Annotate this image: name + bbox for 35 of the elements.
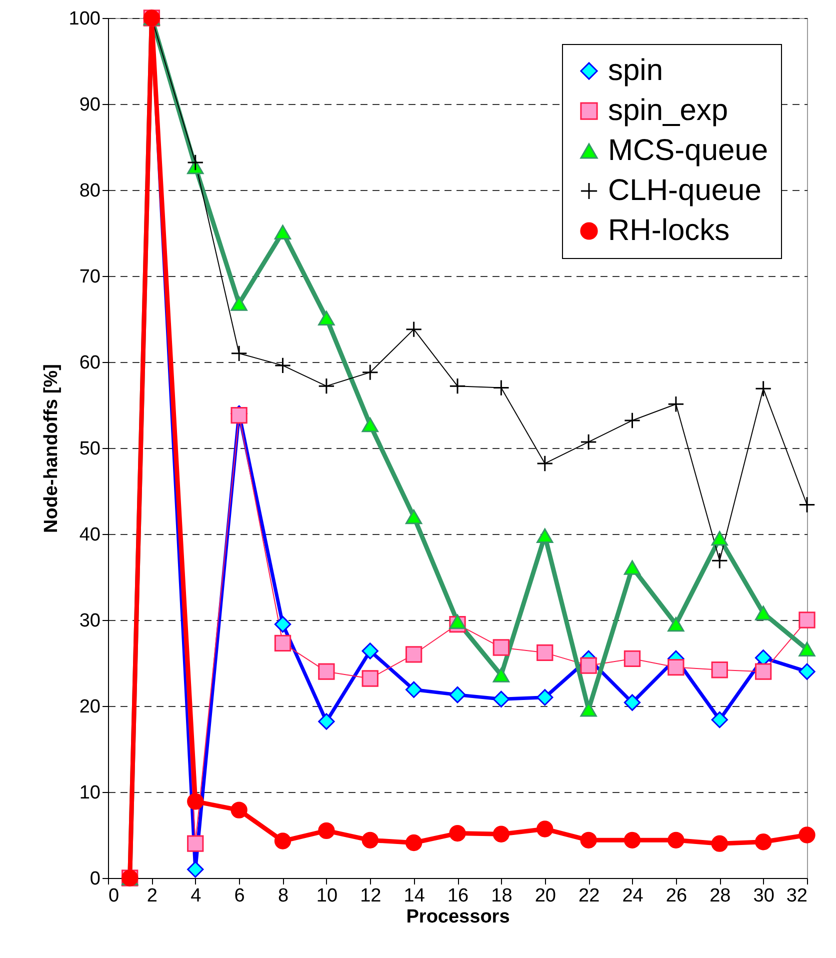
legend-label: spin	[608, 54, 664, 87]
x-tick-label: 22	[578, 886, 600, 906]
x-tick-label: 24	[622, 886, 644, 906]
y-tick-label: 10	[79, 782, 100, 804]
legend-label: spin_exp	[608, 94, 728, 127]
y-tick-label: 70	[79, 266, 100, 288]
x-tick-label: 30	[753, 886, 774, 906]
y-tick-label: 30	[79, 610, 100, 632]
x-tick-label: 32	[786, 886, 808, 906]
x-axis-title: Processors	[406, 906, 510, 928]
x-tick-label: 4	[190, 886, 202, 906]
legend-label: MCS-queue	[608, 134, 768, 167]
legend-label: RH-locks	[608, 214, 730, 247]
x-tick-label: 16	[447, 886, 469, 906]
x-tick-label: 0	[108, 886, 120, 906]
legend-label: CLH-queue	[608, 174, 762, 207]
y-tick-label: 50	[79, 438, 100, 460]
x-tick-label: 20	[534, 886, 556, 906]
x-tick-label: 18	[491, 886, 512, 906]
y-axis-title: Node-handoffs [%]	[40, 364, 62, 533]
y-tick-label: 90	[79, 94, 100, 116]
y-tick-label: 100	[68, 8, 100, 30]
x-tick-label: 6	[234, 886, 245, 906]
y-tick-label: 60	[79, 352, 100, 374]
x-tick-label: 28	[710, 886, 731, 906]
x-tick-label: 8	[278, 886, 289, 906]
y-tick-label: 0	[90, 868, 100, 890]
y-tick-label: 40	[79, 524, 100, 546]
x-tick-label: 14	[404, 886, 426, 906]
x-tick-label: 12	[360, 886, 382, 906]
x-tick-label: 2	[146, 886, 158, 906]
y-tick-label: 80	[79, 180, 100, 202]
y-tick-label: 20	[79, 696, 100, 718]
x-tick-label: 26	[666, 886, 688, 906]
x-tick-label: 10	[316, 886, 338, 906]
